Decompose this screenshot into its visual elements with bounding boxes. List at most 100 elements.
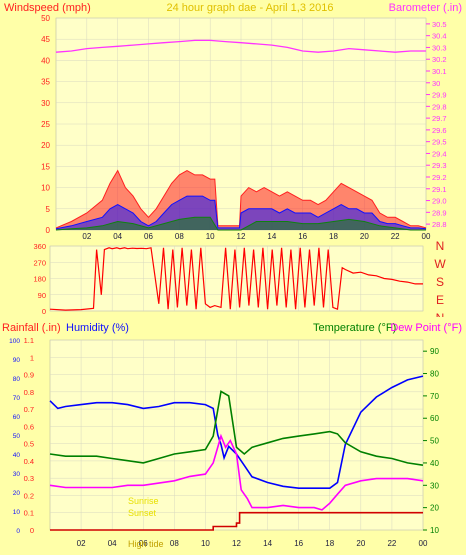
panel-2-compass-0: N (436, 239, 445, 253)
panel-3-rain-tick-3: 0.3 (24, 474, 34, 483)
panel-1-right-tick-3: 29.1 (432, 185, 447, 194)
panel-2-compass-2: S (436, 275, 444, 289)
panel-3-x-tick-10: 22 (387, 539, 396, 548)
panel-1-calm-line (55, 216, 426, 231)
panel-1-left-tick-4: 20 (41, 141, 50, 150)
panel-3-x-tick-7: 16 (294, 539, 303, 548)
panel-1-right-tick-0: 28.8 (432, 220, 447, 229)
panel-2-series (49, 247, 423, 311)
panel-3-temp-tick-1: 20 (430, 504, 439, 513)
panel-2-compass-3: E (436, 293, 444, 307)
panel-1-left-tick-5: 25 (41, 120, 50, 129)
panel-1-x-tick-10: 22 (391, 232, 400, 241)
panel-1-title: 24 hour graph dae - April 1,3 2016 (167, 2, 334, 14)
panel-3-rain-axis-label: Rainfall (.in) (2, 322, 61, 334)
panel-3-humidity-tick-1: 10 (13, 509, 21, 516)
panel-3-temp-tick-4: 50 (430, 437, 439, 446)
panel-1-x-tick-1: 04 (113, 232, 122, 241)
panel-3-temp-tick-3: 40 (430, 459, 439, 468)
panel-1-left-tick-0: 0 (46, 226, 51, 235)
panel-1-gust-line (55, 169, 427, 229)
panel-3-humidity-tick-2: 20 (13, 490, 21, 497)
panel-1-right-tick-17: 30.5 (432, 20, 447, 29)
panel-1-right-ticks: 28.8 28.9 29.0 29.1 29.2 29.3 29.4 29.5 29.6 29.7… (426, 20, 447, 229)
panel-1-right-tick-1: 28.9 (432, 208, 447, 217)
panel-1-right-axis-label: Barometer (.in) (389, 2, 462, 14)
panel-3-series (49, 375, 424, 531)
annotation-sunrise: Sunrise (128, 496, 159, 506)
panel-3-rain-tick-8: 0.8 (24, 388, 34, 397)
panel-3-temp-axis-label: Temperature (°F) (313, 322, 396, 334)
panel-3-rain-tick-2: 0.2 (24, 491, 34, 500)
panel-2-grid (50, 245, 424, 312)
panel-3-dew-axis-label: Dew Point (°F) (390, 322, 462, 334)
annotation-sunset: Sunset (128, 508, 157, 518)
panel-3-temp-tick-8: 90 (430, 347, 439, 356)
panel-1-left-tick-10: 50 (41, 14, 50, 23)
panel-3-humidity-tick-0: 0 (16, 528, 20, 535)
panel-3-x-tick-8: 18 (325, 539, 334, 548)
panel-1-series (55, 39, 427, 231)
panel-3-x-tick-2: 06 (139, 539, 148, 548)
panel-1-left-tick-1: 5 (46, 205, 51, 214)
panel-1-x-tick-2: 06 (144, 232, 153, 241)
panel-3-rain-tick-1: 0.1 (24, 509, 34, 518)
panel-3-humidity-ticks: 0 10 20 30 40 50 60 70 80 90 100 (9, 338, 20, 535)
panel-1-x-tick-11: 00 (422, 232, 431, 241)
panel-1-x-tick-7: 16 (298, 232, 307, 241)
panel-3-temp-tick-0: 10 (430, 526, 439, 535)
panel-3-temp-ticks: 10 20 30 40 50 60 70 80 90 (423, 347, 439, 535)
panel-3-humidity-tick-7: 70 (13, 395, 21, 402)
panel-2-direction-line (49, 247, 423, 311)
panel-1-left-tick-9: 45 (41, 35, 50, 44)
panel-1-left-tick-7: 35 (41, 78, 50, 87)
panel-1-grid (56, 17, 427, 231)
panel-3-x-tick-9: 20 (356, 539, 365, 548)
panel-1-left-tick-3: 15 (41, 162, 50, 171)
panel-3-temp-tick-6: 70 (430, 392, 439, 401)
panel-3-rain-tick-6: 0.6 (24, 422, 34, 431)
panel-3-x-tick-11: 00 (419, 539, 428, 548)
panel-1-x-tick-8: 18 (329, 232, 338, 241)
panel-3-humidity-tick-3: 30 (13, 471, 21, 478)
panel-3-grid (50, 339, 424, 531)
panel-1-right-tick-5: 29.3 (432, 161, 447, 170)
panel-3-rain-tick-5: 0.5 (24, 440, 34, 449)
panel-3-rain-ticks: 0 0.1 0.2 0.3 0.4 0.5 0.6 0.7 0.8 0.9 1 1.1 (24, 336, 34, 535)
panel-3-humidity-axis-label: Humidity (%) (66, 322, 129, 334)
panel-1-average-line (55, 195, 427, 230)
panel-3-rain-tick-0: 0 (30, 526, 34, 535)
panel-3-x-tick-1: 04 (108, 539, 117, 548)
panel-1-right-tick-6: 29.4 (432, 149, 447, 158)
panel-1-calm-fill (56, 217, 426, 230)
annotation-high-tide: High tide (128, 539, 164, 549)
panel-3-temp-tick-5: 60 (430, 414, 439, 423)
panel-1-left-tick-6: 30 (41, 99, 50, 108)
panel-3-rainfall-line (50, 511, 423, 531)
panel-2-y-tick-1: 90 (38, 291, 46, 300)
panel-1-barometer-line (55, 39, 426, 53)
panel-1-right-tick-15: 30.3 (432, 43, 447, 52)
panel-3-rain-tick-4: 0.4 (24, 457, 34, 466)
panel-3-humidity-line (49, 375, 424, 490)
panel-1-x-ticks: 02 04 06 08 10 12 14 16 18 20 22 00 (82, 232, 431, 241)
panel-1-right-tick-4: 29.2 (432, 173, 447, 182)
panel-3-temp-tick-7: 80 (430, 370, 439, 379)
panel-2-left-ticks: 0 90 180 270 360 (33, 242, 46, 316)
panel-3-humidity-tick-9: 90 (13, 357, 21, 364)
panel-1-left-tick-2: 10 (41, 184, 50, 193)
panel-3-humidity-tick-4: 40 (13, 452, 21, 459)
panel-3-temp-tick-2: 30 (430, 481, 439, 490)
panel-3-x-tick-6: 14 (263, 539, 272, 548)
panel-3-humidity-tick-8: 80 (13, 376, 21, 383)
panel-2-compass-1: W (434, 257, 446, 271)
panel-1-left-ticks: 0 5 10 15 20 25 30 35 40 45 50 (41, 14, 50, 235)
panel-2-y-tick-4: 360 (33, 242, 46, 251)
panel-1-right-tick-8: 29.6 (432, 126, 447, 135)
panel-1-x-tick-3: 08 (175, 232, 184, 241)
panel-3-humidity-tick-10: 100 (9, 338, 20, 345)
panel-3-rain-tick-11: 1.1 (24, 336, 34, 345)
panel-1-right-tick-7: 29.5 (432, 138, 447, 147)
